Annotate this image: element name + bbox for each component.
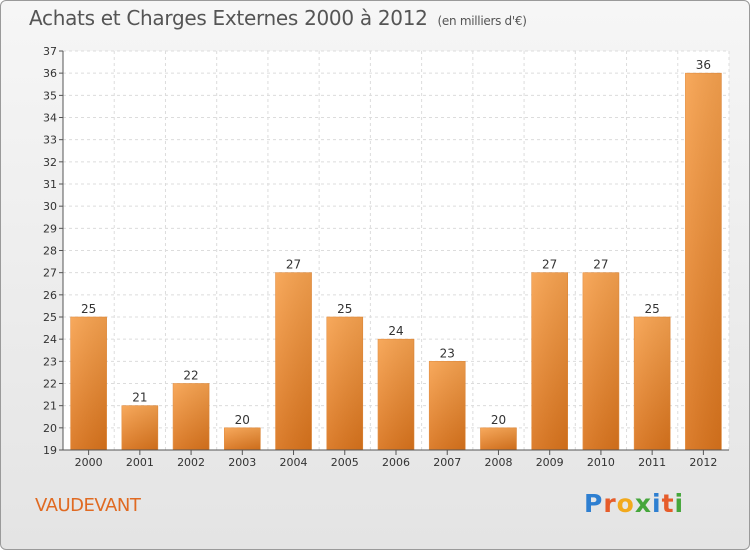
- bar-group: 21: [121, 391, 159, 451]
- y-tick-label: 32: [43, 156, 57, 169]
- y-tick-label: 25: [43, 311, 57, 324]
- x-tick-label: 2005: [331, 456, 359, 469]
- x-tick-label: 2001: [126, 456, 154, 469]
- data-label: 25: [645, 302, 660, 316]
- bar-shade: [275, 272, 312, 450]
- y-tick-label: 23: [43, 355, 57, 368]
- x-tick-label: 2008: [484, 456, 512, 469]
- logo-letter: i: [674, 489, 685, 518]
- x-tick-label: 2004: [280, 456, 308, 469]
- data-label: 36: [696, 58, 711, 72]
- data-label: 23: [440, 346, 455, 360]
- y-tick-label: 29: [43, 222, 57, 235]
- y-tick-label: 27: [43, 267, 57, 280]
- y-tick-label: 37: [43, 45, 57, 58]
- bar-shade: [685, 73, 722, 451]
- data-label: 25: [337, 302, 352, 316]
- y-tick-label: 26: [43, 289, 57, 302]
- chart-subtitle: (en milliers d'€): [437, 14, 527, 28]
- bar-shade: [582, 272, 619, 450]
- location-label: VAUDEVANT: [35, 495, 141, 516]
- y-tick-label: 28: [43, 245, 57, 258]
- bar-group: 25: [70, 302, 107, 451]
- chart-title: Achats et Charges Externes 2000 à 2012 (e…: [29, 6, 527, 30]
- y-tick-label: 31: [43, 178, 57, 191]
- data-label: 21: [132, 391, 147, 405]
- y-tick-label: 35: [43, 89, 57, 102]
- y-tick-label: 22: [43, 378, 57, 391]
- data-label: 27: [593, 258, 608, 272]
- bar-shade: [121, 405, 158, 450]
- bar-shade: [173, 383, 210, 450]
- data-label: 27: [542, 258, 557, 272]
- bar-shade: [326, 317, 363, 450]
- x-tick-label: 2002: [177, 456, 205, 469]
- logo-letter: i: [652, 489, 662, 518]
- data-label: 24: [388, 324, 403, 338]
- bar-group: 20: [224, 413, 261, 451]
- y-tick-label: 21: [43, 400, 57, 413]
- bar-shade: [224, 427, 261, 450]
- y-tick-label: 19: [43, 444, 57, 457]
- data-label: 20: [235, 413, 250, 427]
- data-label: 25: [81, 302, 96, 316]
- logo-letter: t: [661, 489, 675, 518]
- y-tick-label: 36: [43, 67, 57, 80]
- y-tick-label: 30: [43, 200, 57, 213]
- bar-group: 22: [172, 369, 210, 451]
- data-label: 20: [491, 413, 506, 427]
- bar-group: 24: [377, 324, 415, 451]
- x-tick-label: 2012: [689, 456, 717, 469]
- bar-group: 25: [326, 302, 364, 451]
- x-tick-label: 2000: [75, 456, 103, 469]
- y-tick-label: 33: [43, 134, 57, 147]
- bar-group: 23: [428, 346, 466, 451]
- x-tick-label: 2007: [433, 456, 461, 469]
- x-tick-label: 2006: [382, 456, 410, 469]
- bar-shade: [531, 272, 568, 450]
- bar-shade: [378, 339, 414, 450]
- bar-shade: [70, 317, 107, 450]
- logo-letter: r: [603, 489, 617, 518]
- bar-shade: [429, 361, 466, 450]
- bar-group: 27: [582, 258, 620, 451]
- logo-letter: P: [584, 489, 604, 518]
- logo-letter: o: [616, 489, 635, 518]
- bar-group: 25: [633, 302, 671, 451]
- x-tick-label: 2011: [638, 456, 666, 469]
- y-tick-label: 34: [43, 112, 57, 125]
- bar-group: 36: [685, 58, 722, 451]
- proxiti-logo: Proxiti: [584, 489, 684, 518]
- bar-group: 20: [480, 413, 517, 451]
- y-tick-label: 24: [43, 333, 57, 346]
- bar-group: 27: [531, 258, 568, 451]
- data-label: 22: [183, 369, 198, 383]
- x-tick-label: 2010: [587, 456, 615, 469]
- logo-letter: x: [634, 489, 652, 518]
- bar-shade: [480, 427, 517, 450]
- y-tick-label: 20: [43, 422, 57, 435]
- x-tick-label: 2009: [536, 456, 564, 469]
- bar-shade: [634, 317, 671, 450]
- x-tick-label: 2003: [228, 456, 256, 469]
- data-label: 27: [286, 258, 301, 272]
- bar-group: 27: [275, 258, 312, 451]
